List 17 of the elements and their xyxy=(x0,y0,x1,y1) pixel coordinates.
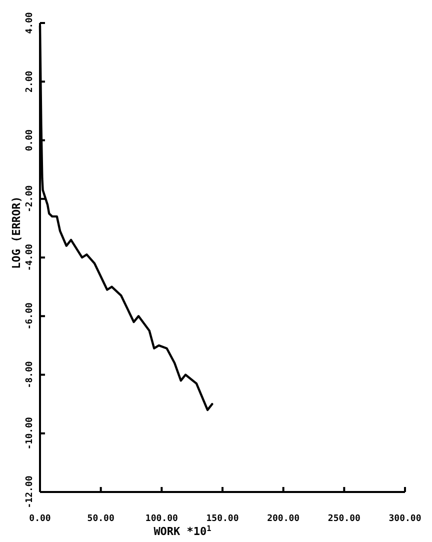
x-tick-label: 200.00 xyxy=(267,514,300,524)
x-tick-label: 100.00 xyxy=(145,514,178,524)
x-tick-label: 150.00 xyxy=(206,514,239,524)
y-tick-label: -2.00 xyxy=(25,185,35,212)
x-axis-title: WORK *10$^{1}$ xyxy=(154,524,212,538)
y-tick-label: -12.00 xyxy=(25,476,35,508)
y-tick-label: -10.00 xyxy=(25,417,35,450)
y-tick-label: 4.00 xyxy=(25,12,35,34)
y-tick-label: -8.00 xyxy=(25,361,35,388)
x-tick-label: 50.00 xyxy=(87,514,114,524)
y-tick-label: -4.00 xyxy=(25,244,35,272)
x-tick-label: 300.00 xyxy=(388,514,422,524)
y-tick-label: 0.00 xyxy=(25,129,35,152)
y-axis-title: LOG (ERROR) xyxy=(10,196,23,269)
y-tick-label: 2.00 xyxy=(25,70,35,92)
y-tick-label: -6.00 xyxy=(25,302,35,330)
x-tick-label: 250.00 xyxy=(328,514,360,524)
